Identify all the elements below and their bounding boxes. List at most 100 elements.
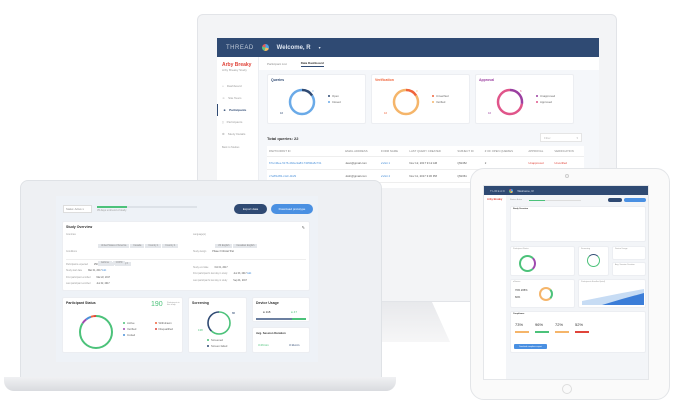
legend-item: Verified bbox=[432, 99, 449, 105]
tab-bar: Participant List Data Dashboard bbox=[259, 57, 599, 70]
monitor-screen: THREAD Welcome, R ▾ Arby Breaky Arby Bre… bbox=[217, 38, 599, 188]
languages-label: Language(s) bbox=[193, 234, 206, 236]
donut-segment bbox=[392, 88, 420, 116]
card-legend: Unapproved Approved bbox=[536, 93, 555, 105]
column-header[interactable]: VERIFICATION bbox=[552, 146, 584, 157]
compliance-bar bbox=[575, 331, 589, 333]
legend-item: Active bbox=[123, 320, 152, 326]
table-cell[interactable]: eVisit 4 bbox=[378, 169, 408, 183]
open-value: 6 bbox=[520, 89, 522, 93]
table-cell[interactable]: 671c46ee-5176-4b0a-9a83-7305fda5c731 bbox=[267, 156, 344, 170]
chip: Asthma bbox=[98, 261, 112, 265]
chip: Canada bbox=[130, 244, 145, 248]
avatar[interactable] bbox=[261, 44, 269, 51]
legend-label: Unverified bbox=[436, 94, 449, 98]
column-header[interactable]: # OF OPEN QUERIES bbox=[482, 146, 527, 157]
column-header[interactable]: LAST QUERY CREATED bbox=[407, 146, 456, 157]
table-cell[interactable]: eVisit 2 bbox=[378, 182, 408, 188]
detail-value: Mar 22, 2017 bbox=[96, 276, 111, 279]
column-header[interactable]: SUBJECT ID bbox=[455, 146, 483, 157]
top-header: THREAD Welcome, R ▾ bbox=[217, 38, 599, 57]
sidebar-item-label: Dashboard bbox=[226, 84, 242, 88]
participant-status-title: Participant Status bbox=[66, 301, 96, 305]
legend-item: Verified bbox=[123, 326, 152, 332]
compliance-value: 52% bbox=[575, 322, 584, 327]
sidebar-item-devices[interactable]: ▯ Participants bbox=[217, 116, 258, 128]
tablet-stat-1: 70% 205% bbox=[515, 289, 528, 292]
tablet-compliance: Compliance 73% 96% 72% 52% Download complia… bbox=[510, 311, 646, 353]
tablet-device-usage: Device Usage bbox=[612, 246, 646, 260]
legend-label: Disqualified bbox=[158, 327, 173, 331]
tablet-welcome[interactable]: Welcome, R bbox=[517, 188, 534, 193]
tablet-camera bbox=[565, 174, 569, 178]
detail-row: First participant enrolled Mar 22, 2017 bbox=[66, 275, 110, 281]
tablet-stat-2: 60% bbox=[515, 296, 521, 299]
study-dates-right: Study end date Oct 01, 2017 First particip… bbox=[193, 265, 251, 284]
study-progress-fill bbox=[97, 206, 127, 208]
study-design-label: Study design bbox=[193, 251, 207, 253]
tab-participant-list[interactable]: Participant List bbox=[267, 61, 287, 66]
study-overview-card: Study Overview ✎ Countries United States… bbox=[62, 221, 310, 291]
edit-icon[interactable]: ✎ bbox=[301, 225, 305, 230]
screening-card: Screening 138 86 Screened Screen failed bbox=[188, 297, 247, 353]
progress-label: 35 days until end of study bbox=[97, 209, 127, 212]
status-select[interactable]: Status: Active ▾ bbox=[63, 205, 92, 213]
table-cell: QW562 bbox=[455, 182, 483, 188]
screen-failed-count: 86 bbox=[232, 311, 236, 315]
tablet-enrollment-area-chart bbox=[582, 289, 644, 305]
compliance-metric: 72% bbox=[555, 322, 569, 333]
tablet-progress-fill bbox=[529, 200, 545, 201]
export-data-button[interactable]: Export data bbox=[234, 204, 267, 214]
column-header[interactable]: FORM NAME bbox=[378, 146, 408, 157]
detail-row: First participant's last day in study Jun… bbox=[193, 271, 251, 277]
table-cell[interactable]: eVisit 1 bbox=[378, 156, 408, 170]
edit-link[interactable]: Edit bbox=[247, 273, 252, 276]
table-cell: Nov 11, 2017 12:45 PM bbox=[407, 182, 456, 188]
column-header[interactable]: EMAIL ADDRESS bbox=[343, 146, 379, 157]
back-to-studies-link[interactable]: Back to Studies bbox=[222, 146, 240, 149]
android-value: 47 bbox=[293, 310, 297, 314]
tablet-download-button[interactable] bbox=[624, 198, 646, 202]
chevron-down-icon[interactable]: ▾ bbox=[318, 45, 321, 50]
tablet-export-button[interactable] bbox=[608, 198, 622, 202]
filter-select[interactable]: Filter ▾ bbox=[540, 133, 582, 142]
download-prototype-button[interactable]: Download prototype bbox=[271, 204, 313, 214]
download-compliance-button[interactable]: Download compliance report bbox=[514, 344, 547, 349]
table-row[interactable]: 671c46ee-5176-4b0a-9a83-7305fda5c731 Jean… bbox=[267, 156, 584, 170]
tablet-status[interactable]: Status: Active bbox=[510, 199, 523, 201]
participant-status-legend: Active Verified Invited Withdrawn Disqualifi… bbox=[123, 320, 183, 338]
compliance-value: 73% bbox=[515, 322, 524, 327]
edit-link[interactable]: Edit bbox=[102, 270, 107, 273]
chip: Country 4 bbox=[162, 244, 179, 248]
legend-label: Screen failed bbox=[211, 344, 228, 348]
status-value: Status: Active bbox=[66, 208, 82, 211]
sidebar-item-study-details[interactable]: ⚙ Study Details bbox=[217, 128, 258, 140]
avatar[interactable] bbox=[509, 188, 514, 193]
card-donut bbox=[392, 88, 420, 116]
open-value: 3 bbox=[312, 89, 314, 93]
sidebar-item-site-team[interactable]: ☺ Site Team bbox=[217, 92, 258, 104]
card-donut bbox=[288, 88, 316, 116]
compliance-bar bbox=[535, 331, 549, 333]
closed-value: 16 bbox=[488, 111, 492, 115]
column-header[interactable]: APPROVAL bbox=[526, 146, 553, 157]
home-icon: ⌂ bbox=[222, 84, 224, 88]
sidebar-item-dashboard[interactable]: ⌂ Dashboard bbox=[217, 80, 258, 92]
card-legend: Unverified Verified bbox=[432, 93, 449, 105]
detail-label: Last participant enrolled bbox=[66, 283, 91, 286]
detail-label: Participants expected bbox=[66, 264, 88, 266]
detail-label: Study end date bbox=[193, 267, 209, 269]
chip: Canadian English bbox=[233, 244, 258, 248]
compliance-values: 73% 96% 72% 52% bbox=[515, 322, 595, 333]
column-header[interactable]: PARTICIPANT ID bbox=[267, 146, 344, 157]
study-brand: Arby Breaky bbox=[222, 62, 252, 68]
welcome-menu[interactable]: Welcome, R bbox=[276, 44, 311, 51]
tab-data-dashboard[interactable]: Data Dashboard bbox=[300, 60, 324, 67]
conditions-label: Conditions bbox=[66, 251, 77, 253]
chart-card-queries: Queries 16 3 Open Closed bbox=[267, 74, 366, 124]
tablet-screening: Screening bbox=[578, 246, 609, 276]
compliance-bar bbox=[555, 331, 569, 333]
participant-status-donut bbox=[79, 315, 113, 349]
sidebar-item-participants[interactable]: ☻ Participants bbox=[217, 104, 258, 116]
screening-donut bbox=[207, 311, 231, 335]
